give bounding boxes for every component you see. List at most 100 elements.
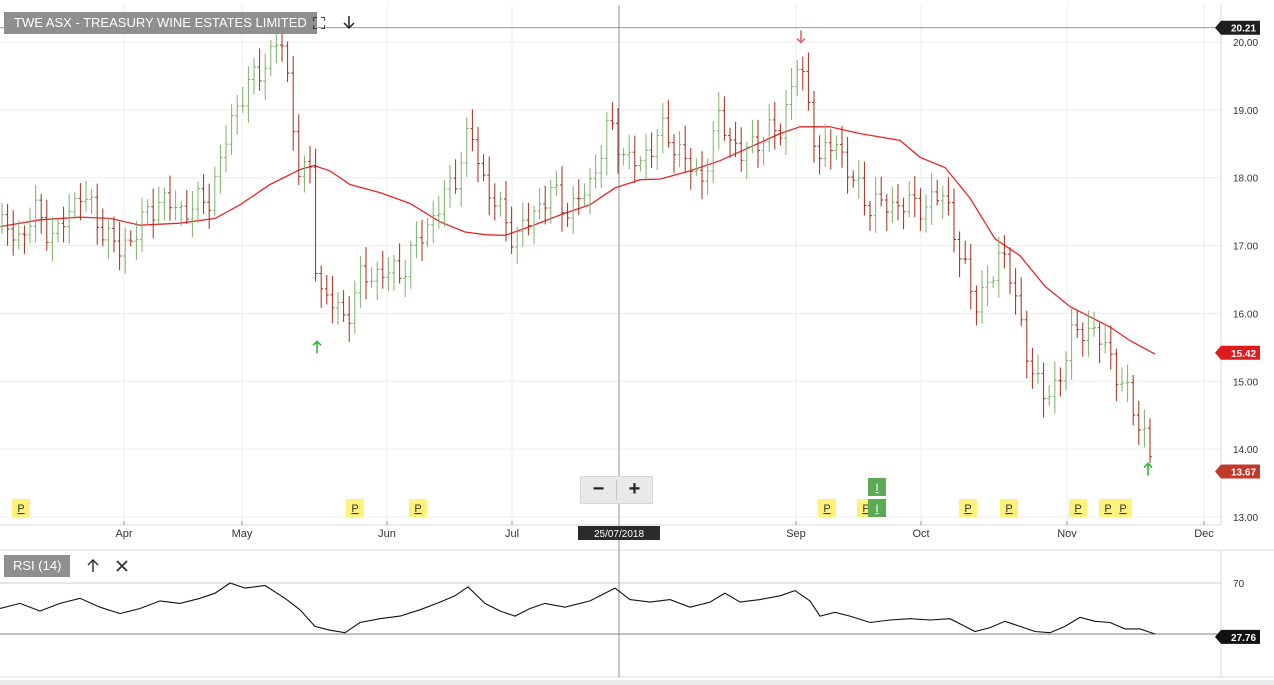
ohlc-bar — [935, 179, 940, 206]
event-marker-box — [818, 499, 836, 517]
ohlc-bar — [336, 292, 340, 325]
zoom-in-button[interactable]: + — [628, 478, 641, 500]
arrow-down-icon[interactable] — [342, 14, 356, 30]
ohlc-bar — [240, 86, 245, 113]
ohlc-bar — [414, 221, 419, 259]
ohlc-bar — [369, 267, 374, 288]
ohlc-bar — [789, 68, 794, 120]
ohlc-bar — [1052, 361, 1057, 414]
ohlc-bar — [145, 199, 150, 226]
ohlc-bar — [767, 103, 772, 153]
ohlc-bar — [1092, 311, 1096, 337]
ohlc-bar — [739, 127, 744, 172]
ohlc-bar — [5, 204, 10, 246]
rsi-label[interactable]: RSI (14) — [4, 555, 71, 577]
x-tick-label: Jun — [378, 528, 396, 540]
event-marker-box — [346, 499, 364, 517]
ohlc-bar — [128, 230, 133, 247]
ohlc-bar — [1069, 306, 1074, 380]
ohlc-bar — [229, 104, 234, 156]
ohlc-bar — [100, 208, 105, 247]
ohlc-bar — [504, 180, 508, 242]
ohlc-bar — [868, 201, 872, 231]
ohlc-bar — [907, 181, 912, 218]
zoom-out-button[interactable]: − — [592, 478, 605, 500]
x-tick-label: Jul — [505, 528, 519, 540]
fullscreen-icon[interactable] — [312, 16, 326, 30]
ohlc-bar — [862, 161, 867, 216]
ohlc-bar — [599, 144, 604, 189]
x-tick-label: Dec — [1194, 528, 1214, 540]
ohlc-bar — [16, 220, 21, 250]
event-marker[interactable]: P — [12, 499, 30, 517]
ohlc-bar — [795, 60, 800, 97]
ohlc-bar — [207, 183, 212, 229]
ohlc-bar — [694, 158, 699, 176]
ohlc-bar — [263, 53, 268, 100]
ohlc-bar — [179, 201, 184, 226]
ohlc-bar — [817, 135, 822, 175]
event-marker[interactable]: P — [959, 499, 977, 517]
close-icon[interactable] — [115, 559, 129, 573]
ohlc-bar — [700, 151, 704, 200]
y-tick-label: 18.00 — [1233, 174, 1258, 185]
event-marker[interactable]: P — [409, 499, 427, 517]
ohlc-bar — [448, 165, 452, 208]
price-flag — [1215, 464, 1260, 479]
ohlc-bar — [632, 135, 637, 183]
ohlc-bar — [688, 147, 693, 190]
ohlc-bar — [162, 187, 167, 221]
event-marker[interactable]: P — [1099, 499, 1117, 517]
ohlc-bar — [358, 255, 363, 308]
ohlc-bar — [72, 192, 77, 220]
ohlc-bars-layer — [0, 27, 1152, 464]
ohlc-bar — [156, 186, 161, 225]
event-marker-label: P — [1119, 503, 1126, 515]
ohlc-bar — [319, 265, 324, 308]
event-marker[interactable]: P — [1000, 499, 1018, 517]
ohlc-bar — [1097, 322, 1102, 364]
event-marker-label: P — [351, 503, 358, 515]
event-marker[interactable]: I — [868, 478, 886, 496]
ohlc-bar — [487, 156, 492, 216]
ohlc-bar — [257, 48, 262, 91]
y-tick-label: 16.00 — [1233, 309, 1258, 320]
ohlc-bar — [453, 159, 458, 194]
ohlc-bar — [44, 199, 49, 251]
event-marker[interactable]: P — [346, 499, 364, 517]
move-up-icon[interactable] — [86, 558, 100, 574]
ohlc-bar — [588, 168, 592, 215]
ohlc-bar — [89, 188, 94, 215]
event-marker[interactable]: I — [868, 499, 886, 517]
ohlc-bar — [352, 280, 357, 334]
ohlc-bar — [660, 103, 665, 154]
event-marker[interactable]: P — [818, 499, 836, 517]
ohlc-bar — [470, 109, 475, 152]
event-marker[interactable]: P — [1069, 499, 1087, 517]
ohlc-bar — [392, 255, 396, 291]
y-tick-label: 14.00 — [1233, 445, 1258, 456]
y-tick-label: 13.00 — [1233, 513, 1258, 524]
ohlc-bar — [593, 154, 598, 189]
ohlc-bar — [565, 202, 570, 227]
ohlc-bar — [946, 177, 951, 216]
ohlc-bar — [812, 91, 816, 163]
grid-layer: 13.00 14.00 15.00 16.00 17.00 18.00 19.00 20.00… — [0, 5, 1274, 685]
ohlc-bar — [750, 119, 755, 154]
ohlc-bar — [1058, 367, 1063, 397]
ohlc-bar — [912, 176, 917, 218]
ohlc-bar — [296, 114, 301, 186]
ohlc-bar — [168, 175, 172, 221]
event-marker[interactable]: P — [1114, 499, 1132, 517]
ohlc-bar — [218, 144, 223, 194]
ohlc-bar — [873, 177, 878, 233]
ohlc-bar — [1008, 247, 1012, 295]
x-tick-label: May — [232, 528, 253, 540]
ohlc-bar — [756, 119, 760, 168]
chart-title[interactable]: TWE ASX - TREASURY WINE ESTATES LIMITED — [4, 12, 317, 34]
ohlc-bar — [784, 89, 788, 155]
ohlc-bar — [980, 269, 984, 324]
ohlc-bar — [442, 180, 447, 227]
